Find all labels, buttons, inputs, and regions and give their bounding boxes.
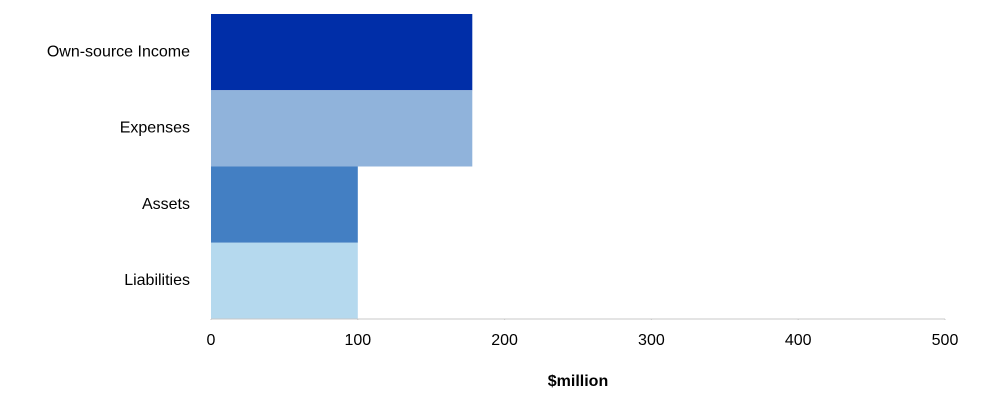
- bar: [211, 242, 358, 319]
- x-tick-label: 200: [491, 332, 518, 349]
- x-tick-label: 400: [785, 332, 812, 349]
- x-tick-label: 100: [344, 332, 371, 349]
- x-tick-label: 0: [207, 332, 216, 349]
- x-tick-label: 300: [638, 332, 665, 349]
- x-tick-label: 500: [932, 332, 959, 349]
- y-tick-label: Expenses: [120, 120, 190, 137]
- y-tick-label: Liabilities: [124, 272, 190, 289]
- bar: [211, 166, 358, 243]
- bar: [211, 14, 473, 91]
- y-tick-label: Own-source Income: [47, 43, 190, 60]
- y-tick-label: Assets: [142, 196, 190, 213]
- bar: [211, 90, 473, 167]
- x-axis-label: $million: [548, 373, 608, 390]
